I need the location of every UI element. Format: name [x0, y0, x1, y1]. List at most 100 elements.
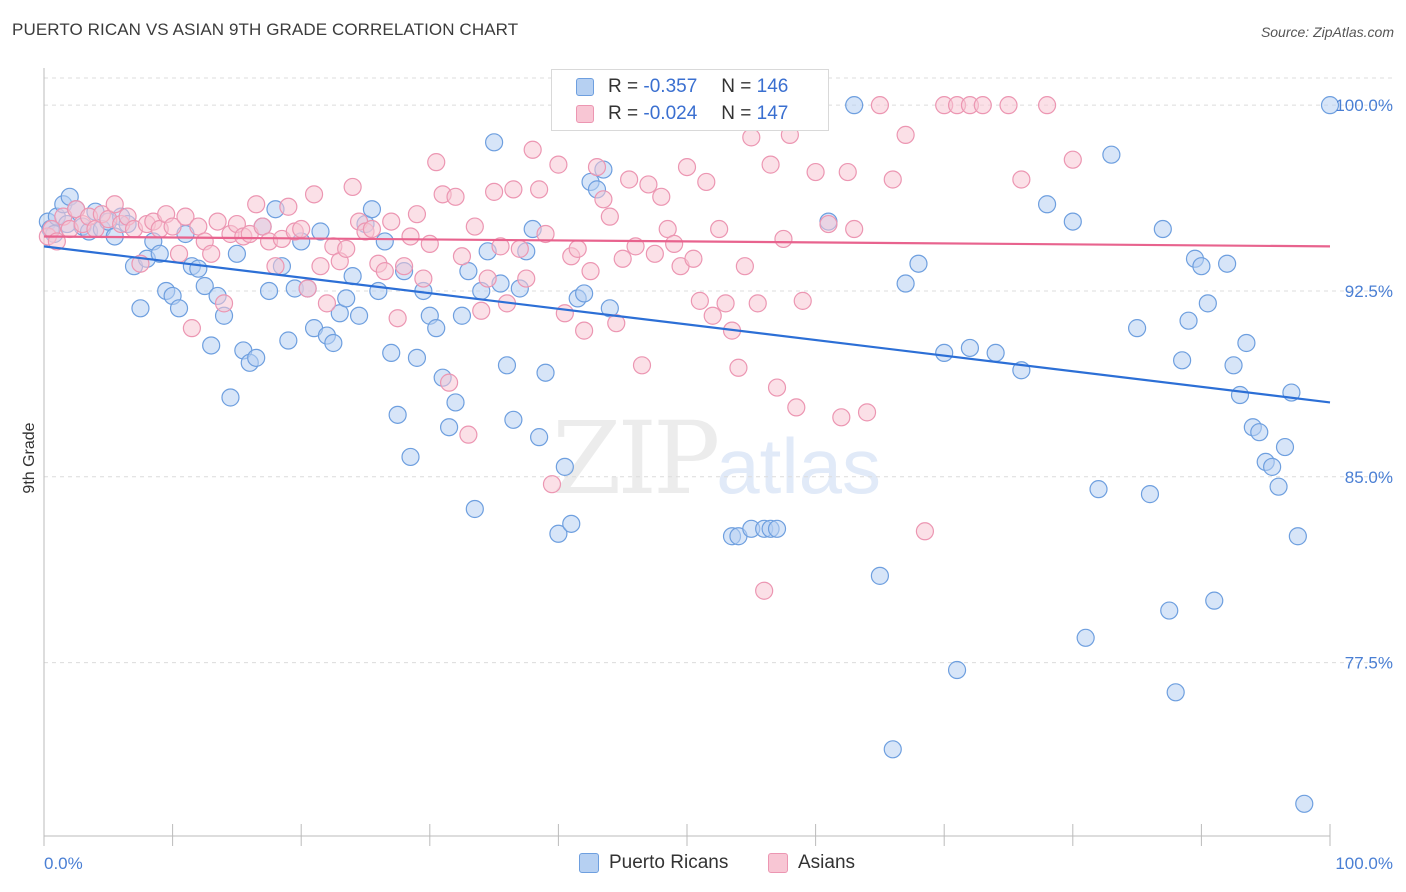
legend-r-label: R =: [608, 76, 639, 97]
data-point: [221, 388, 240, 407]
y-tick-label: 100.0%: [1335, 96, 1393, 115]
data-point: [369, 281, 388, 301]
data-point: [485, 182, 504, 201]
data-point: [472, 301, 491, 320]
data-point: [446, 393, 465, 412]
data-point: [349, 306, 369, 325]
data-point: [375, 232, 394, 251]
trend-line-puerto-ricans: [43, 245, 1331, 404]
data-point: [523, 140, 542, 159]
data-point: [1263, 457, 1282, 476]
data-point: [767, 519, 787, 538]
data-point: [639, 175, 658, 194]
data-point: [1037, 195, 1057, 214]
data-point: [665, 234, 684, 253]
data-point: [439, 418, 459, 437]
legend-swatch-pink: [576, 105, 594, 123]
data-point: [1166, 683, 1185, 702]
data-point: [562, 514, 581, 533]
legend-n-label: N =: [721, 76, 752, 97]
data-point: [375, 262, 394, 281]
data-point: [427, 319, 446, 338]
data-point: [504, 410, 523, 429]
data-point: [214, 294, 234, 313]
data-point: [1250, 423, 1269, 442]
data-point: [1012, 170, 1031, 189]
data-point: [767, 378, 787, 397]
data-point: [581, 262, 600, 281]
watermark-zip: ZIP: [552, 400, 720, 517]
tick-labels: 77.5% 85.0% 92.5% 100.0% 0.0% 100.0% 9th Grade: [21, 96, 1393, 873]
data-point: [1153, 219, 1172, 239]
data-point: [279, 331, 298, 350]
data-point: [131, 299, 150, 318]
legend-n-value: 147: [756, 103, 789, 124]
data-point: [247, 195, 266, 214]
data-point: [594, 190, 613, 209]
data-point: [1288, 527, 1307, 546]
data-point: [742, 128, 761, 147]
data-point: [420, 234, 439, 253]
data-point: [870, 96, 890, 115]
data-point: [870, 566, 890, 585]
data-point: [304, 185, 324, 204]
data-point: [1237, 333, 1256, 353]
legend-r-value: -0.024: [643, 103, 698, 124]
data-point: [388, 309, 407, 328]
data-point: [973, 96, 992, 115]
axes: [43, 68, 1331, 846]
data-point: [1173, 351, 1192, 370]
data-point: [575, 321, 594, 340]
legend-n-value: 146: [756, 76, 789, 97]
data-point: [182, 319, 201, 338]
data-point: [401, 447, 420, 467]
data-point: [517, 269, 536, 288]
data-point: [542, 475, 562, 494]
data-point: [227, 244, 246, 263]
trend-line-asians: [43, 235, 1331, 248]
data-point: [735, 257, 754, 276]
data-point: [645, 244, 664, 263]
data-point: [504, 180, 523, 199]
data-point: [427, 153, 446, 172]
data-point: [343, 177, 362, 197]
data-point: [202, 336, 221, 355]
data-point: [362, 200, 382, 219]
data-point: [1192, 257, 1211, 276]
data-point: [259, 281, 279, 301]
bottom-legend-label: Asians: [798, 852, 856, 873]
data-point: [600, 207, 619, 226]
data-point: [536, 363, 555, 382]
data-point: [883, 740, 902, 759]
data-point: [697, 172, 716, 192]
data-point: [407, 205, 427, 224]
data-point: [491, 237, 510, 256]
data-point: [915, 522, 935, 541]
data-point: [632, 356, 652, 375]
data-point: [407, 348, 427, 367]
data-point: [510, 239, 529, 258]
data-point: [292, 219, 311, 239]
data-point: [1205, 591, 1224, 610]
data-point: [1275, 437, 1295, 457]
data-point: [555, 304, 574, 323]
data-point: [208, 212, 227, 231]
data-point: [337, 239, 356, 258]
data-point: [1089, 480, 1108, 499]
data-point: [266, 257, 285, 276]
series-asians: [38, 96, 1082, 600]
data-point: [465, 217, 484, 236]
data-point: [279, 197, 298, 216]
data-point: [1076, 628, 1095, 647]
data-point: [459, 425, 478, 444]
data-point: [394, 257, 414, 276]
data-point: [247, 348, 266, 367]
bottom-legend-swatch-blue: [579, 853, 599, 873]
data-point: [337, 289, 356, 308]
x-tick-label: 100.0%: [1335, 854, 1393, 873]
data-point: [362, 219, 382, 239]
data-point: [999, 96, 1018, 115]
data-point: [896, 274, 915, 293]
data-point: [575, 284, 594, 303]
